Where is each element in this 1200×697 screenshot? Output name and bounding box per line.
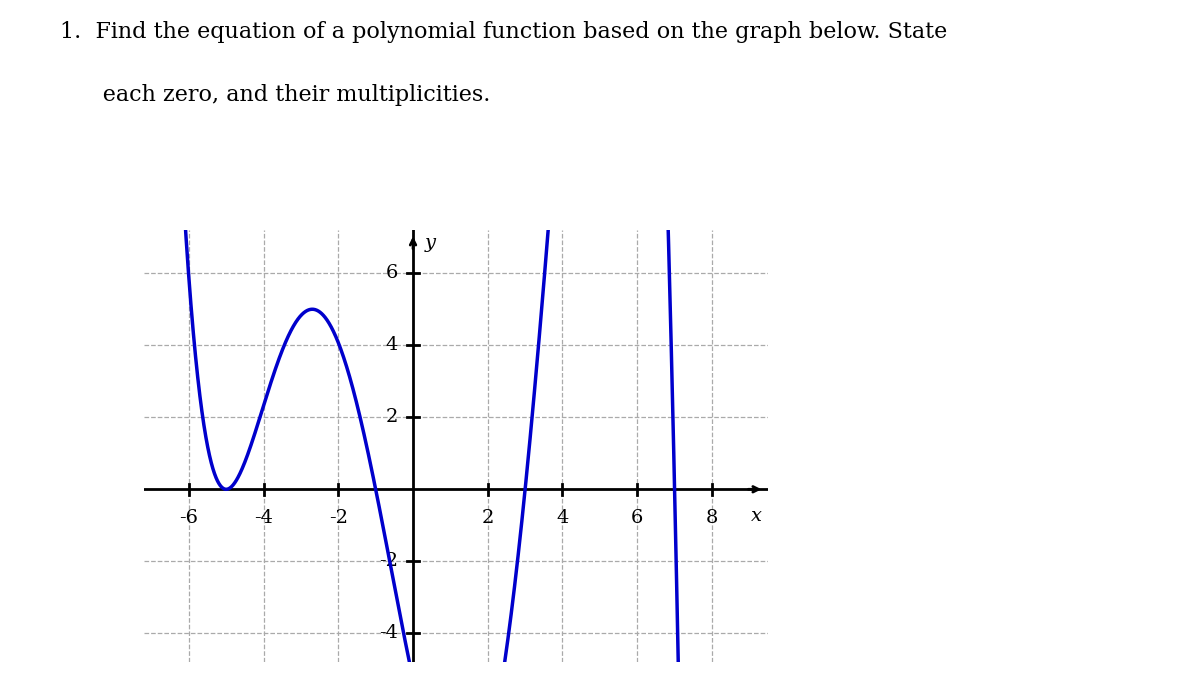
Text: x: x (751, 507, 762, 526)
Text: 4: 4 (557, 509, 569, 527)
Text: 6: 6 (631, 509, 643, 527)
Text: 8: 8 (706, 509, 718, 527)
Text: 2: 2 (481, 509, 494, 527)
Text: -2: -2 (329, 509, 348, 527)
Text: 4: 4 (385, 336, 398, 354)
Text: -4: -4 (379, 625, 398, 643)
Text: 2: 2 (385, 408, 398, 427)
Text: -6: -6 (179, 509, 198, 527)
Text: 1.  Find the equation of a polynomial function based on the graph below. State: 1. Find the equation of a polynomial fun… (60, 21, 947, 43)
Text: y: y (425, 233, 436, 252)
Text: each zero, and their multiplicities.: each zero, and their multiplicities. (60, 84, 491, 106)
Text: -2: -2 (379, 552, 398, 570)
Text: -4: -4 (254, 509, 274, 527)
Text: 6: 6 (385, 264, 398, 282)
